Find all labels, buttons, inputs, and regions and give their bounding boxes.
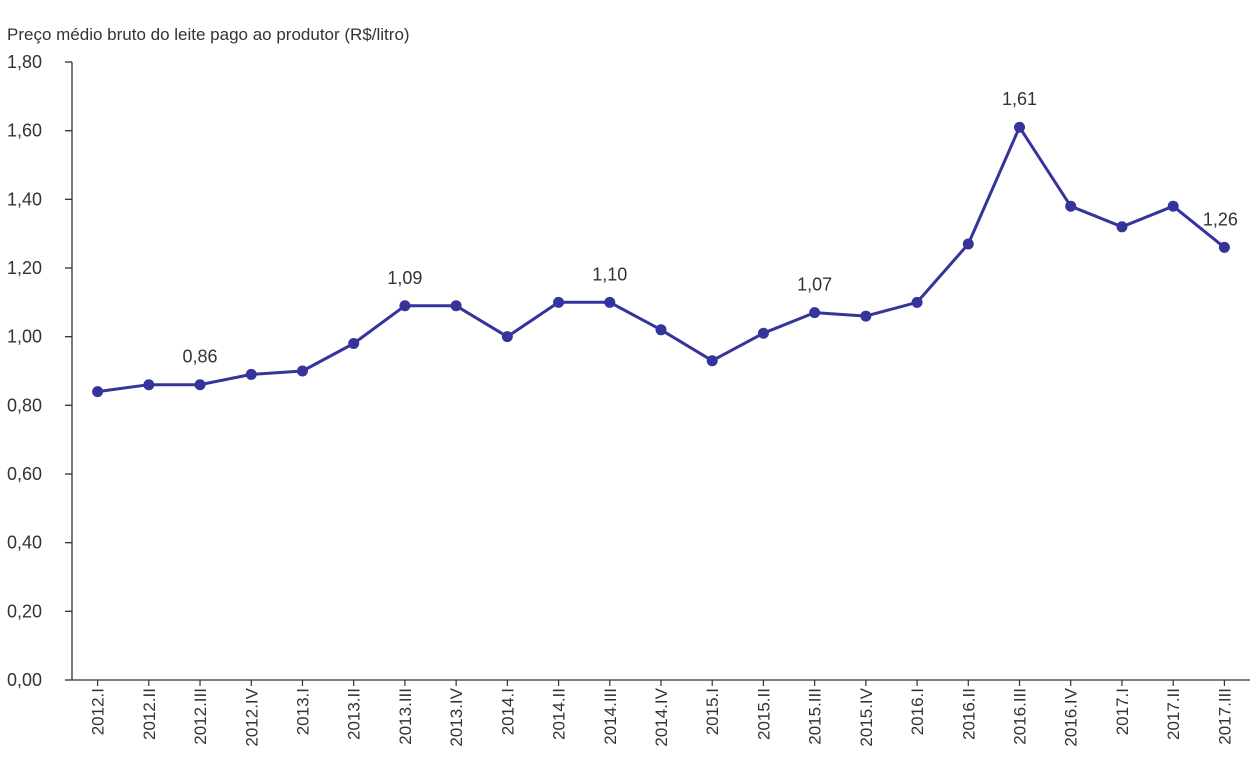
data-label: 0,86	[183, 347, 218, 367]
data-label: 1,07	[797, 275, 832, 295]
x-tick-label: 2017.I	[1113, 688, 1132, 735]
data-label: 1,10	[592, 264, 627, 284]
x-tick-label: 2017.III	[1215, 688, 1234, 745]
chart-title: Preço médio bruto do leite pago ao produ…	[7, 25, 410, 44]
data-point	[1218, 241, 1230, 253]
data-point	[757, 327, 769, 339]
data-label: 1,09	[387, 268, 422, 288]
x-tick-label: 2012.IV	[242, 687, 261, 746]
x-tick-label: 2014.I	[498, 688, 517, 735]
data-label: 1,26	[1203, 209, 1238, 229]
x-tick-label: 2012.III	[191, 688, 210, 745]
x-tick-label: 2013.IV	[447, 687, 466, 746]
data-point	[1116, 221, 1128, 233]
data-point	[809, 307, 821, 319]
x-tick-label: 2016.I	[908, 688, 927, 735]
y-tick-label: 1,60	[7, 121, 42, 141]
x-tick-label: 2015.IV	[857, 687, 876, 746]
x-tick-label: 2014.II	[550, 688, 569, 740]
y-axis-ticks: 0,00 0,20 0,40 0,60 0,80 1,00 1,20 1,40 1,60 1,80	[7, 52, 72, 690]
y-tick-label: 1,00	[7, 327, 42, 347]
series-group	[92, 121, 1230, 398]
x-tick-label: 2015.I	[703, 688, 722, 735]
y-tick-label: 0,40	[7, 533, 42, 553]
data-point	[194, 379, 206, 391]
data-point	[143, 379, 155, 391]
data-point	[245, 368, 257, 380]
x-tick-label: 2012.II	[140, 688, 159, 740]
data-point	[296, 365, 308, 377]
x-tick-label: 2014.III	[601, 688, 620, 745]
data-point	[962, 238, 974, 250]
y-tick-label: 1,80	[7, 52, 42, 72]
data-point	[706, 355, 718, 367]
data-point	[604, 296, 616, 308]
data-point	[348, 338, 360, 350]
x-tick-label: 2017.II	[1164, 688, 1183, 740]
x-tick-label: 2015.III	[806, 688, 825, 745]
data-point	[1014, 121, 1026, 133]
x-tick-label: 2016.IV	[1062, 687, 1081, 746]
data-point	[399, 300, 411, 312]
data-point	[92, 386, 104, 398]
data-point	[450, 300, 462, 312]
y-tick-label: 1,20	[7, 258, 42, 278]
data-point	[501, 331, 513, 343]
x-axis-ticks: 2012.I 2012.II 2012.III 2012.IV 2013.I 2013.I…	[89, 680, 1234, 747]
x-tick-label: 2012.I	[89, 688, 108, 735]
series-line	[97, 125, 1226, 394]
data-label: 1,61	[1002, 89, 1037, 109]
x-tick-label: 2013.III	[396, 688, 415, 745]
y-tick-label: 0,60	[7, 464, 42, 484]
data-point	[1167, 200, 1179, 212]
data-point	[1065, 200, 1077, 212]
data-labels: 0,86 1,09 1,10 1,07 1,61 1,26	[183, 89, 1238, 367]
data-point	[553, 296, 565, 308]
x-tick-label: 2014.IV	[652, 687, 671, 746]
data-point	[911, 296, 923, 308]
y-tick-label: 0,80	[7, 395, 42, 415]
x-tick-label: 2013.I	[293, 688, 312, 735]
x-tick-label: 2015.II	[754, 688, 773, 740]
y-tick-label: 0,20	[7, 601, 42, 621]
y-tick-label: 1,40	[7, 189, 42, 209]
x-tick-label: 2016.III	[1011, 688, 1030, 745]
y-tick-label: 0,00	[7, 670, 42, 690]
x-tick-label: 2013.II	[345, 688, 364, 740]
data-point	[860, 310, 872, 322]
x-tick-label: 2016.II	[959, 688, 978, 740]
data-point	[655, 324, 667, 336]
